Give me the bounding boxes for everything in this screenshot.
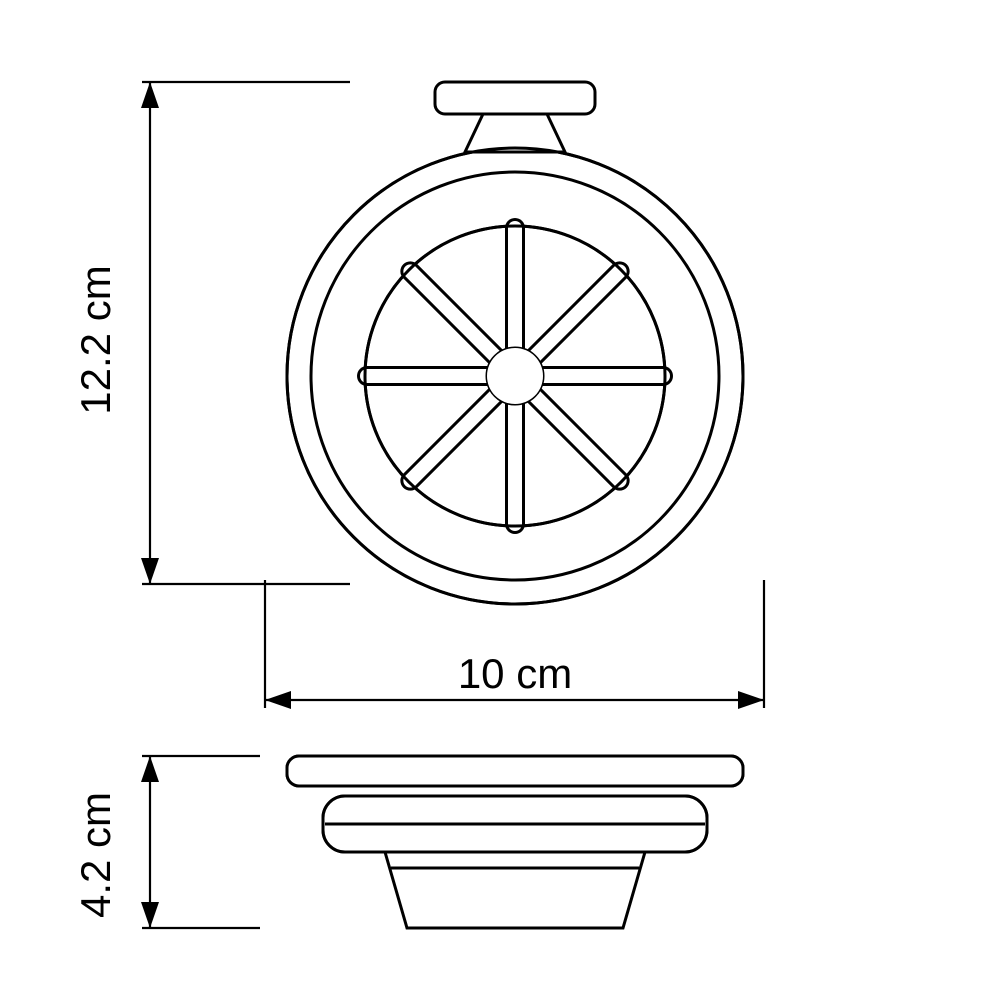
technical-drawing: 12.2 cm 10 cm 4.2 cm: [0, 0, 1000, 1000]
dim-depth-label: 4.2 cm: [72, 792, 119, 918]
dim-width-label: 10 cm: [458, 650, 572, 697]
side-base: [385, 852, 645, 928]
dim-height-label: 12.2 cm: [72, 265, 119, 414]
mount-plate: [435, 82, 595, 114]
neck: [465, 114, 565, 152]
